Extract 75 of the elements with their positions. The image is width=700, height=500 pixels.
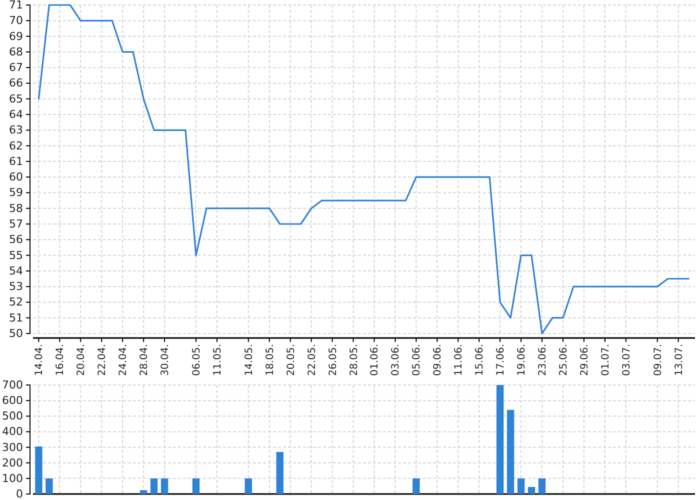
x-tick-label: 22.04. <box>97 344 108 376</box>
x-tick-label: 14.05. <box>244 344 255 376</box>
bar <box>160 478 168 494</box>
x-tick-label: 09.06. <box>432 344 444 376</box>
x-tick-label: 01.07. <box>600 344 612 376</box>
y-tick-label: 100 <box>2 472 23 485</box>
bar <box>192 478 200 494</box>
x-tick-label: 24.04. <box>118 344 130 376</box>
bar <box>412 478 420 494</box>
x-tick-label: 03.07. <box>621 344 632 376</box>
x-tick-label: 01.06. <box>370 344 381 376</box>
x-tick-label: 26.05. <box>328 344 339 376</box>
bar <box>506 410 514 494</box>
x-tick-label: 05.06. <box>412 344 423 376</box>
bar <box>276 452 284 494</box>
y-tick-label: 68 <box>9 45 23 58</box>
x-tick-label: 13.07. <box>674 344 685 376</box>
y-tick-label: 58 <box>9 202 23 215</box>
bar <box>35 446 42 494</box>
y-tick-label: 56 <box>9 233 23 246</box>
y-tick-label: 50 <box>9 327 23 340</box>
bar <box>517 478 525 494</box>
x-tick-label: 14.04. <box>34 344 46 376</box>
x-tick-label: 03.06. <box>390 344 402 376</box>
y-tick-label: 200 <box>2 456 23 470</box>
x-tick-label: 28.05. <box>348 344 360 376</box>
bar <box>244 478 252 494</box>
y-tick-label: 69 <box>9 30 23 43</box>
bar <box>528 486 536 494</box>
y-tick-label: 700 <box>2 378 23 392</box>
y-tick-label: 300 <box>2 440 23 454</box>
x-tick-label: 20.05. <box>286 344 297 376</box>
y-tick-label: 0 <box>16 488 23 500</box>
y-tick-label: 600 <box>2 394 23 408</box>
x-tick-label: 30.04. <box>160 344 172 376</box>
x-tick-label: 29.06. <box>579 344 590 376</box>
bar <box>46 478 53 494</box>
x-tick-label: 22.05. <box>306 344 318 376</box>
y-tick-label: 62 <box>9 139 23 152</box>
x-tick-label: 19.06. <box>516 344 528 376</box>
x-tick-label: 28.04. <box>139 344 150 376</box>
y-tick-label: 60 <box>9 170 23 184</box>
y-tick-label: 57 <box>9 218 23 231</box>
line-series <box>38 4 690 334</box>
bar <box>496 385 504 494</box>
x-tick-label: 09.07. <box>652 344 664 376</box>
x-tick-label: 11.06. <box>454 344 465 376</box>
y-tick-label: 71 <box>9 0 23 12</box>
x-tick-label: 16.04. <box>55 344 66 376</box>
x-tick-label: 15.06. <box>474 344 486 376</box>
y-tick-label: 500 <box>2 410 23 423</box>
y-tick-label: 64 <box>9 108 23 122</box>
y-tick-label: 55 <box>9 248 23 262</box>
x-tick-label: 18.05. <box>264 344 276 376</box>
y-tick-label: 65 <box>9 92 23 106</box>
x-tick-label: 20.04. <box>76 344 88 376</box>
bar <box>538 478 546 494</box>
y-tick-label: 59 <box>9 186 23 200</box>
y-tick-label: 54 <box>9 264 23 278</box>
y-tick-label: 61 <box>9 154 23 168</box>
bar <box>150 478 158 494</box>
x-tick-label: 25.06. <box>558 344 570 376</box>
x-tick-label: 23.06. <box>538 344 549 376</box>
y-tick-label: 52 <box>9 296 23 309</box>
bar <box>140 490 148 494</box>
x-tick-label: 11.05. <box>212 344 224 376</box>
y-tick-label: 53 <box>9 280 23 294</box>
x-tick-label: 06.05. <box>191 344 202 376</box>
y-tick-label: 51 <box>9 311 23 324</box>
y-tick-label: 67 <box>9 61 23 74</box>
y-tick-label: 63 <box>9 124 23 137</box>
x-tick-label: 17.06. <box>496 344 507 376</box>
y-tick-label: 66 <box>9 76 23 90</box>
y-tick-label: 70 <box>9 14 23 28</box>
y-tick-label: 400 <box>2 425 23 438</box>
